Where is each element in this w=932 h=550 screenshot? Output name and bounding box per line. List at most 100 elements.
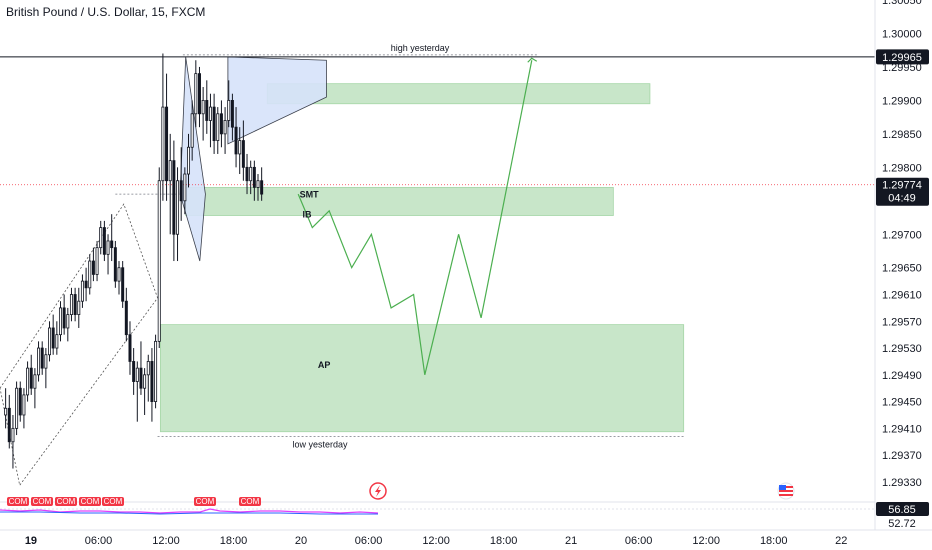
candle-body bbox=[18, 387, 22, 416]
bolt-event-icon[interactable] bbox=[369, 482, 387, 500]
candle[interactable] bbox=[40, 341, 44, 375]
candle[interactable] bbox=[256, 174, 260, 201]
event-badges[interactable]: COM COM COM COM COM COM COM bbox=[7, 497, 261, 506]
candle[interactable] bbox=[44, 348, 48, 389]
candle[interactable] bbox=[113, 240, 117, 288]
candle[interactable] bbox=[139, 341, 143, 395]
candle-body bbox=[190, 113, 194, 148]
candle[interactable] bbox=[135, 361, 139, 422]
candle[interactable] bbox=[29, 354, 33, 395]
event-badge[interactable]: COM bbox=[55, 497, 77, 506]
candle[interactable] bbox=[66, 307, 70, 342]
candle-body bbox=[168, 160, 172, 182]
candle[interactable] bbox=[260, 167, 264, 201]
candle[interactable] bbox=[245, 153, 249, 195]
candle[interactable] bbox=[146, 354, 150, 402]
candle[interactable] bbox=[161, 53, 165, 201]
candle[interactable] bbox=[172, 140, 176, 262]
price-tick-label: 1.29410 bbox=[882, 423, 922, 435]
candle[interactable] bbox=[194, 60, 198, 128]
candle[interactable] bbox=[88, 254, 92, 295]
candle[interactable] bbox=[69, 287, 73, 322]
candle[interactable] bbox=[197, 66, 201, 128]
candle[interactable] bbox=[4, 388, 8, 429]
candle[interactable] bbox=[165, 73, 169, 201]
candle[interactable] bbox=[77, 287, 81, 328]
candle[interactable] bbox=[230, 93, 234, 141]
candle[interactable] bbox=[190, 100, 194, 161]
candle[interactable] bbox=[37, 341, 41, 382]
candle[interactable] bbox=[22, 388, 26, 429]
time-axis[interactable]: 19 06:00 12:00 18:00 20 06:00 12:00 18:00 21 06:0… bbox=[0, 529, 932, 547]
event-badge[interactable]: COM bbox=[194, 497, 216, 506]
candle[interactable] bbox=[117, 261, 121, 295]
candle[interactable] bbox=[208, 93, 212, 148]
candle[interactable] bbox=[95, 240, 99, 282]
event-badge[interactable]: COM bbox=[79, 497, 101, 506]
candle[interactable] bbox=[58, 301, 62, 342]
candle[interactable] bbox=[219, 100, 223, 148]
candle[interactable] bbox=[132, 348, 136, 395]
candle-body bbox=[176, 180, 180, 235]
event-badge[interactable]: COM bbox=[31, 497, 53, 506]
candle[interactable] bbox=[179, 147, 183, 221]
candle[interactable] bbox=[223, 107, 227, 154]
candle-body bbox=[80, 280, 84, 302]
candle[interactable] bbox=[124, 287, 128, 342]
candle-body bbox=[230, 100, 234, 128]
candle[interactable] bbox=[33, 368, 37, 409]
candle[interactable] bbox=[168, 133, 172, 235]
price-tick-label: 1.30000 bbox=[882, 28, 922, 40]
candle[interactable] bbox=[26, 361, 30, 402]
candle[interactable] bbox=[238, 127, 242, 175]
candle[interactable] bbox=[176, 167, 180, 262]
candle[interactable] bbox=[80, 274, 84, 308]
candle[interactable] bbox=[91, 247, 95, 282]
candle[interactable] bbox=[143, 368, 147, 415]
candle[interactable] bbox=[110, 214, 114, 262]
candle[interactable] bbox=[106, 234, 110, 275]
candle[interactable] bbox=[216, 107, 220, 154]
candle[interactable] bbox=[99, 220, 103, 255]
candle[interactable] bbox=[187, 133, 191, 188]
candle[interactable] bbox=[205, 80, 209, 134]
candle[interactable] bbox=[18, 381, 22, 422]
event-badge[interactable]: COM bbox=[7, 497, 29, 506]
candle[interactable] bbox=[102, 220, 106, 262]
candle[interactable] bbox=[201, 87, 205, 141]
candle[interactable] bbox=[157, 167, 161, 349]
candle[interactable] bbox=[154, 334, 158, 409]
candle[interactable] bbox=[128, 321, 132, 375]
channel-1[interactable] bbox=[179, 56, 206, 262]
candle[interactable] bbox=[84, 267, 88, 302]
candle[interactable] bbox=[252, 160, 256, 201]
zone-2[interactable] bbox=[159, 324, 685, 433]
candle[interactable] bbox=[150, 348, 154, 422]
candle[interactable] bbox=[7, 394, 11, 449]
candle[interactable] bbox=[121, 261, 125, 308]
event-badge[interactable]: COM bbox=[102, 497, 124, 506]
candle[interactable] bbox=[15, 381, 19, 436]
channel-2[interactable] bbox=[0, 203, 159, 487]
candle[interactable] bbox=[249, 160, 253, 195]
low-yesterday-label: low yesterday bbox=[292, 439, 348, 449]
candle[interactable] bbox=[227, 80, 231, 128]
zone-1[interactable] bbox=[185, 187, 614, 216]
projection-path[interactable] bbox=[297, 60, 533, 375]
candle[interactable] bbox=[212, 93, 216, 154]
candle[interactable] bbox=[11, 414, 15, 469]
candle[interactable] bbox=[55, 321, 59, 355]
us-flag-icon[interactable] bbox=[777, 482, 795, 500]
indicator-pane[interactable]: 56.85 52.72 bbox=[0, 501, 929, 530]
event-badge[interactable]: COM bbox=[239, 497, 261, 506]
price-axis[interactable]: 1.30050 1.30000 1.29950 1.29900 1.29850 1.298… bbox=[874, 0, 922, 530]
candle[interactable] bbox=[62, 294, 66, 335]
candle[interactable] bbox=[51, 314, 55, 355]
candle[interactable] bbox=[48, 321, 52, 362]
candle[interactable] bbox=[241, 120, 245, 181]
candle[interactable] bbox=[73, 287, 77, 322]
candle[interactable] bbox=[183, 167, 187, 215]
candle-body bbox=[99, 227, 103, 249]
candle[interactable] bbox=[234, 107, 238, 168]
